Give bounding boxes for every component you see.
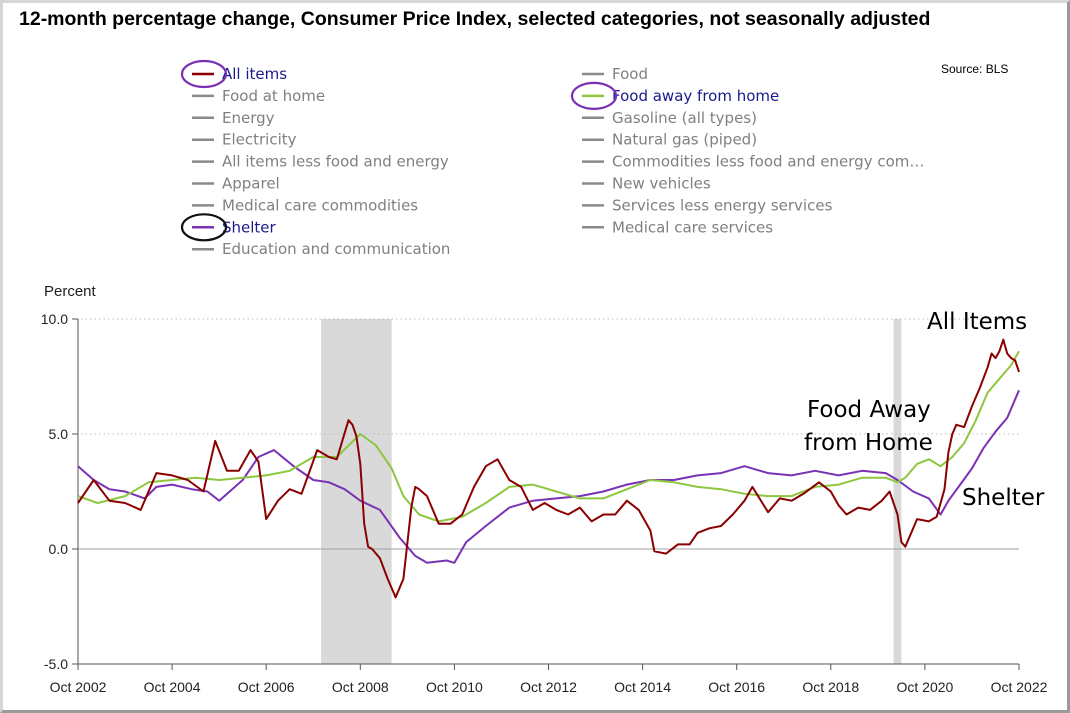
legend-label: All items less food and energy [222, 153, 449, 171]
legend-item-food[interactable]: Food [582, 65, 648, 83]
y-tick-label: 0.0 [49, 541, 69, 557]
legend-label: Medical care commodities [222, 196, 418, 214]
annotation-food-away-line2: from Home [804, 430, 933, 456]
legend-item-all-items[interactable]: All items [180, 59, 287, 89]
series-line-food-away-from-home [77, 350, 1020, 523]
legend-item-apparel[interactable]: Apparel [192, 175, 280, 193]
legend-label: Services less energy services [612, 196, 833, 214]
legend-label: Medical care services [612, 218, 773, 236]
series-line-all-items [77, 338, 1020, 599]
x-tick-label: Oct 2022 [991, 679, 1048, 695]
legend-item-education-and-communication[interactable]: Education and communication [192, 240, 450, 258]
legend-item-food-away-from-home[interactable]: Food away from home [570, 81, 779, 111]
legend-label: Food at home [222, 87, 325, 105]
x-tick-label: Oct 2010 [426, 679, 483, 695]
series-lines [77, 338, 1020, 599]
legend-label: Commodities less food and energy com… [612, 153, 924, 171]
x-tick-label: Oct 2014 [614, 679, 671, 695]
y-tick-label: 10.0 [41, 311, 68, 327]
legend-label: Energy [222, 109, 275, 127]
legend-highlight-ring [180, 213, 228, 242]
legend-highlight-ring [570, 81, 618, 111]
legend-item-services-less-energy-services[interactable]: Services less energy services [582, 196, 833, 214]
gridlines [72, 318, 1019, 435]
legend-label: Electricity [222, 131, 297, 149]
source-note: Source: BLS [941, 62, 1009, 76]
y-tick-label: 5.0 [49, 426, 69, 442]
annotation-all-items: All Items [927, 309, 1027, 335]
recession-band-1 [321, 319, 392, 664]
x-tick-label: Oct 2020 [896, 679, 953, 695]
recession-shading [321, 319, 902, 664]
x-tick-label: Oct 2018 [802, 679, 859, 695]
legend-label: Natural gas (piped) [612, 131, 757, 149]
legend-label: Food [612, 65, 648, 83]
legend-label: Shelter [222, 218, 277, 236]
legend-item-gasoline-all-types[interactable]: Gasoline (all types) [582, 109, 757, 127]
x-tick-label: Oct 2008 [332, 679, 389, 695]
legend-item-commodities-less-food-and-energy-com[interactable]: Commodities less food and energy com… [582, 153, 924, 171]
x-tick-label: Oct 2006 [238, 679, 295, 695]
x-tick-label: Oct 2012 [520, 679, 577, 695]
x-tick-label: Oct 2002 [50, 679, 107, 695]
legend-item-energy[interactable]: Energy [192, 109, 275, 127]
legend-label: Education and communication [222, 240, 450, 258]
legend-label: Food away from home [612, 87, 779, 105]
annotation-food-away-line1: Food Away [807, 397, 931, 423]
legend-label: Apparel [222, 175, 280, 193]
legend-item-food-at-home[interactable]: Food at home [192, 87, 325, 105]
x-tick-label: Oct 2016 [708, 679, 765, 695]
annotations: All Items Food Away from Home Shelter [804, 309, 1045, 511]
annotation-shelter: Shelter [962, 485, 1045, 511]
x-tick-label: Oct 2004 [144, 679, 201, 695]
y-axis-title: Percent [44, 283, 97, 300]
legend-item-natural-gas-piped[interactable]: Natural gas (piped) [582, 131, 757, 149]
chart-title: 12-month percentage change, Consumer Pri… [19, 8, 931, 30]
legend: All items Food at home Energy Electricity Al… [180, 59, 924, 258]
series-line-shelter [77, 389, 1020, 564]
legend-item-medical-care-services[interactable]: Medical care services [582, 218, 773, 236]
y-tick-label: -5.0 [44, 656, 68, 672]
legend-label: New vehicles [612, 175, 711, 193]
legend-item-all-items-less-food-and-energy[interactable]: All items less food and energy [192, 153, 449, 171]
legend-item-new-vehicles[interactable]: New vehicles [582, 175, 711, 193]
legend-label: Gasoline (all types) [612, 109, 757, 127]
axes: -5.0 0.0 5.0 10.0 Oct 2002 Oct 2004 Oct 2006 Oc… [41, 311, 1048, 695]
legend-item-shelter[interactable]: Shelter [180, 213, 277, 242]
legend-label: All items [222, 65, 287, 83]
recession-band-2 [893, 319, 902, 664]
legend-item-electricity[interactable]: Electricity [192, 131, 297, 149]
legend-item-medical-care-commodities[interactable]: Medical care commodities [192, 196, 418, 214]
legend-highlight-ring [180, 59, 228, 89]
